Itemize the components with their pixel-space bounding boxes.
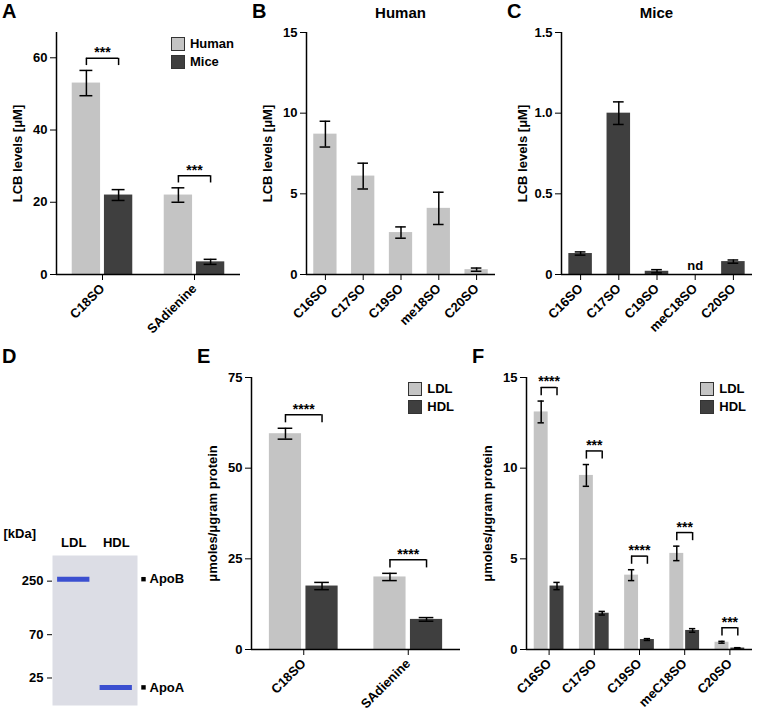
- svg-text:5: 5: [290, 186, 297, 201]
- svg-text:nd: nd: [687, 258, 703, 273]
- html-text:D: D: [2, 345, 17, 367]
- svg-text:C20SO: C20SO: [441, 281, 482, 322]
- svg-text:SAdienine: SAdienine: [144, 281, 200, 337]
- svg-text:meC18SO: meC18SO: [646, 281, 700, 335]
- svg-text:***: ***: [722, 614, 739, 630]
- svg-text:C20SO: C20SO: [698, 281, 739, 322]
- svg-text:***: ***: [186, 162, 203, 178]
- html-text:B: B: [252, 0, 267, 22]
- svg-text:5: 5: [510, 551, 517, 566]
- svg-text:C17SO: C17SO: [583, 281, 624, 322]
- svg-text:C19SO: C19SO: [365, 280, 407, 322]
- svg-text:****: ****: [397, 546, 419, 562]
- svg-text:C16SO: C16SO: [513, 656, 554, 697]
- html-text:C: C: [507, 0, 522, 22]
- svg-text:15: 15: [503, 370, 517, 385]
- svg-text:***: ***: [677, 519, 694, 535]
- svg-text:10: 10: [283, 105, 297, 120]
- svg-text:SAdienine: SAdienine: [358, 656, 414, 712]
- html-text:F: F: [472, 345, 485, 367]
- html-text:E: E: [197, 345, 211, 367]
- svg-text:C17SO: C17SO: [328, 281, 369, 322]
- svg-text:50: 50: [228, 460, 242, 475]
- svg-text:40: 40: [33, 122, 47, 137]
- svg-text:μmoles/μgram protein: μmoles/μgram protein: [205, 445, 220, 582]
- svg-text:0.5: 0.5: [534, 186, 552, 201]
- svg-text:C17SO: C17SO: [559, 656, 600, 697]
- svg-text:C20SO: C20SO: [694, 656, 735, 697]
- html-text:LDL: LDL: [719, 381, 745, 396]
- svg-text:meC18SO: meC18SO: [636, 656, 690, 710]
- svg-text:20: 20: [33, 194, 47, 209]
- svg-text:25: 25: [29, 670, 43, 685]
- svg-text:LCB levels [μM]: LCB levels [μM]: [10, 105, 25, 203]
- svg-text:0: 0: [40, 267, 47, 282]
- svg-text:C18SO: C18SO: [268, 656, 309, 697]
- svg-text:25: 25: [228, 551, 242, 566]
- svg-text:μmoles/μgram protein: μmoles/μgram protein: [480, 445, 495, 582]
- svg-text:250: 250: [22, 573, 44, 588]
- svg-text:70: 70: [29, 627, 43, 642]
- svg-text:***: ***: [94, 44, 111, 60]
- html-text:A: A: [2, 0, 17, 22]
- svg-text:0: 0: [235, 642, 242, 657]
- svg-text:***: ***: [586, 437, 603, 453]
- html-text:Human: Human: [189, 36, 234, 51]
- svg-text:15: 15: [283, 25, 297, 40]
- svg-text:ApoA: ApoA: [150, 680, 185, 695]
- html-text:Human: Human: [375, 4, 426, 21]
- svg-text:C18SO: C18SO: [67, 281, 108, 322]
- svg-text:0: 0: [510, 642, 517, 657]
- html-text:Mice: Mice: [639, 4, 674, 21]
- svg-text:1.0: 1.0: [534, 105, 552, 120]
- svg-text:ApoB: ApoB: [150, 571, 185, 586]
- svg-text:0: 0: [290, 267, 297, 282]
- svg-text:****: ****: [293, 401, 315, 417]
- svg-text:LCB levels [μM]: LCB levels [μM]: [260, 105, 275, 203]
- svg-text:0: 0: [545, 267, 552, 282]
- html-text:LDL: LDL: [427, 381, 453, 396]
- svg-text:****: ****: [629, 542, 651, 558]
- svg-text:[kDa]: [kDa]: [4, 526, 37, 541]
- svg-text:75: 75: [228, 370, 242, 385]
- svg-text:C19SO: C19SO: [604, 656, 645, 697]
- svg-text:LDL: LDL: [61, 535, 86, 550]
- html-text:HDL: HDL: [427, 399, 454, 414]
- svg-text:C16SO: C16SO: [290, 281, 331, 322]
- svg-text:LCB levels [μM]: LCB levels [μM]: [515, 105, 530, 203]
- svg-text:C19SO: C19SO: [621, 280, 663, 322]
- html-text:Mice: Mice: [189, 54, 219, 69]
- svg-text:C16SO: C16SO: [545, 281, 586, 322]
- svg-text:HDL: HDL: [103, 535, 130, 550]
- svg-text:60: 60: [33, 50, 47, 65]
- svg-text:me18SO: me18SO: [396, 281, 443, 328]
- html-text:HDL: HDL: [719, 399, 746, 414]
- svg-text:10: 10: [503, 460, 517, 475]
- svg-text:1.5: 1.5: [534, 25, 552, 40]
- svg-text:****: ****: [538, 373, 560, 389]
